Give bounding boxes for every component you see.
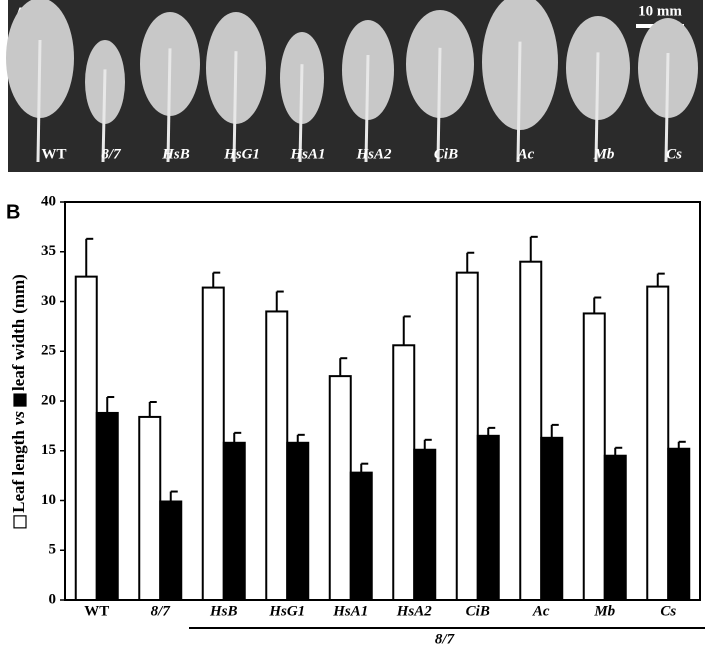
x-tick-label: Mb xyxy=(593,603,615,619)
legend-swatch xyxy=(13,393,27,407)
y-axis-label-unit: (mm) xyxy=(9,274,28,314)
legend-swatch xyxy=(13,515,27,529)
y-tick-label: 15 xyxy=(41,442,56,458)
y-axis-label: Leaf length vs leaf width (mm) xyxy=(9,274,28,529)
y-tick-label: 25 xyxy=(41,343,56,359)
panel-label: B xyxy=(6,201,20,223)
x-tick-label: WT xyxy=(84,603,109,619)
bar xyxy=(222,441,246,602)
group-label: 8/7 xyxy=(435,631,455,647)
leaf-label: CiB xyxy=(434,146,458,162)
x-tick-label: 8/7 xyxy=(151,603,171,619)
x-tick-label: Ac xyxy=(532,603,550,619)
x-tick-label: CiB xyxy=(466,603,490,619)
x-tick-label: HsB xyxy=(209,603,238,619)
leaf-label: HsG1 xyxy=(223,146,260,162)
bar xyxy=(265,310,289,601)
legend-label: leaf width xyxy=(9,318,28,391)
leaf-label: Ac xyxy=(517,146,535,162)
leaf-label: Mb xyxy=(593,146,615,162)
leaf-stem xyxy=(516,41,522,163)
leaf-label: 8/7 xyxy=(101,146,121,162)
leaf-stem xyxy=(436,47,442,163)
leaf-stem xyxy=(101,69,107,163)
y-tick-label: 30 xyxy=(41,293,56,309)
leaf-label: HsA1 xyxy=(289,146,325,162)
leaf-stem xyxy=(364,54,370,163)
y-tick-label: 40 xyxy=(41,193,56,209)
leaf-label: WT xyxy=(41,146,66,162)
bar xyxy=(138,415,162,602)
leaf-stem xyxy=(166,48,172,163)
x-tick-label: Cs xyxy=(660,603,676,619)
bar xyxy=(201,286,225,601)
leaf-stem xyxy=(594,52,600,163)
leaf-label: HsA2 xyxy=(355,146,392,162)
bar xyxy=(286,441,310,602)
bar xyxy=(519,260,543,601)
bar xyxy=(159,500,183,601)
y-tick-label: 0 xyxy=(49,591,57,607)
bar xyxy=(540,436,564,601)
leaf-stem xyxy=(664,52,670,163)
bar xyxy=(455,271,479,601)
bar xyxy=(392,344,416,601)
leaf-label: Cs xyxy=(666,146,682,162)
x-tick-label: HsA1 xyxy=(332,603,368,619)
bar xyxy=(667,447,691,602)
bar xyxy=(646,285,670,601)
y-tick-label: 20 xyxy=(41,392,56,408)
leaf-stem xyxy=(298,64,304,163)
bar xyxy=(603,454,627,601)
bar xyxy=(349,471,373,602)
scale-bar-label: 10 mm xyxy=(638,3,682,19)
bar xyxy=(413,448,437,601)
y-tick-label: 35 xyxy=(41,243,56,259)
bar xyxy=(95,411,119,601)
bar xyxy=(328,375,352,601)
y-tick-label: 5 xyxy=(49,542,57,558)
y-axis-label-link: vs xyxy=(9,411,28,426)
x-tick-label: HsA2 xyxy=(396,603,433,619)
bar xyxy=(476,434,500,602)
leaf-stem xyxy=(232,51,238,163)
bar xyxy=(74,275,98,601)
leaf-label: HsB xyxy=(161,146,190,162)
y-tick-label: 10 xyxy=(41,492,56,508)
bar xyxy=(582,312,606,601)
leaf-stem xyxy=(36,39,42,163)
x-tick-label: HsG1 xyxy=(268,603,305,619)
legend-label: Leaf length xyxy=(9,430,28,513)
